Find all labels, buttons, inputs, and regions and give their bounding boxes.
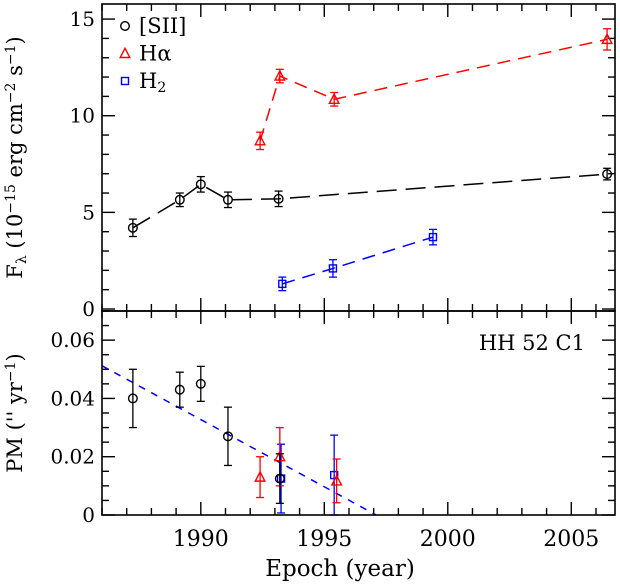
data-point-triangle: [328, 92, 341, 104]
error-bar: [603, 28, 612, 51]
data-point-circle: [174, 384, 185, 395]
svg-text:0: 0: [82, 297, 95, 321]
y-tick-labels: 0 5 10 15: [70, 7, 95, 321]
data-point-circle: [127, 222, 138, 233]
svg-text:0.04: 0.04: [50, 386, 95, 410]
data-point-triangle: [254, 134, 267, 146]
series-line: [282, 236, 434, 285]
series-sii-flux-panel: [127, 167, 613, 238]
series-halpha-flux-panel: [254, 28, 614, 151]
error-bar: [278, 276, 287, 292]
proper-motion-fit-line: [101, 365, 377, 516]
error-bar: [175, 371, 184, 408]
axis-ticks: [101, 4, 615, 311]
data-point-circle: [602, 169, 613, 180]
svg-text:1990: 1990: [173, 527, 229, 552]
data-point-square: [428, 232, 438, 242]
series-halpha-pm-panel: [254, 426, 343, 504]
data-point-square: [328, 264, 338, 273]
svg-text:0: 0: [82, 503, 95, 527]
data-point-circle: [127, 393, 138, 404]
data-point-square: [329, 470, 339, 480]
error-bar: [428, 228, 437, 246]
data-point-circle: [195, 179, 206, 190]
data-point-triangle: [119, 46, 131, 59]
data-point-square: [120, 76, 130, 86]
legend: [SII] Hα H2: [119, 14, 186, 96]
legend-label-h2: H2: [139, 69, 166, 96]
error-bar: [275, 453, 284, 504]
y-axis-title-flux-panel: Fλ (10−15 erg cm−2 s−1): [3, 36, 30, 278]
series-h2-flux-panel: [278, 228, 438, 292]
svg-text:0.06: 0.06: [50, 328, 95, 352]
series-sii-pm-panel: [127, 365, 285, 504]
error-bar: [128, 368, 137, 429]
series-line: [132, 173, 608, 229]
svg-text:10: 10: [70, 104, 95, 128]
error-bar: [256, 456, 265, 499]
error-bar: [223, 406, 232, 467]
legend-label-halpha: Hα: [139, 42, 172, 66]
svg-text:2000: 2000: [420, 527, 476, 552]
panel-flux-panel: 0 5 10 15 Fλ (10−15 erg cm−2 s−1): [3, 3, 616, 321]
data-point-circle: [222, 431, 233, 442]
error-bar: [328, 259, 337, 278]
series-h2-pm-panel: [276, 434, 339, 516]
error-bar: [196, 175, 205, 193]
y-axis-title-pm-panel: PM ('' yr−1): [3, 353, 27, 472]
data-point-triangle: [254, 470, 267, 482]
x-tick-labels: 1990 1995 2000 2005: [173, 527, 599, 552]
series-line: [259, 38, 608, 142]
error-bar: [277, 443, 286, 514]
data-point-circle: [174, 194, 185, 205]
y-tick-labels: 0 0.02 0.04 0.06: [50, 328, 95, 527]
error-bar: [274, 190, 283, 208]
svg-text:1995: 1995: [296, 527, 352, 552]
data-point-triangle: [601, 32, 614, 45]
panel-border: [101, 310, 616, 516]
svg-text:5: 5: [82, 200, 95, 224]
data-point-circle: [222, 194, 233, 205]
svg-text:15: 15: [70, 7, 95, 31]
data-point-circle: [274, 473, 285, 484]
error-bar: [196, 365, 205, 402]
svg-text:2005: 2005: [543, 527, 599, 552]
object-label: HH 52 C1: [479, 331, 585, 355]
error-bar: [128, 218, 137, 238]
legend-label-sii: [SII]: [139, 14, 186, 38]
panel-border: [101, 3, 616, 312]
error-bar: [223, 191, 232, 209]
x-axis-title: Epoch (year): [265, 556, 415, 582]
data-point-square: [278, 279, 287, 289]
data-point-circle: [273, 193, 284, 204]
panel-pm-panel: 0 0.02 0.04 0.06 1990 1995 2000 2005 PM ('' yr−1…: [3, 310, 616, 582]
axis-ticks: [101, 310, 615, 516]
data-point-circle: [195, 378, 206, 389]
data-point-triangle: [330, 474, 343, 486]
data-point-triangle: [273, 69, 286, 81]
error-bar: [332, 458, 341, 504]
svg-text:0.02: 0.02: [50, 445, 95, 469]
data-point-circle: [119, 21, 130, 32]
